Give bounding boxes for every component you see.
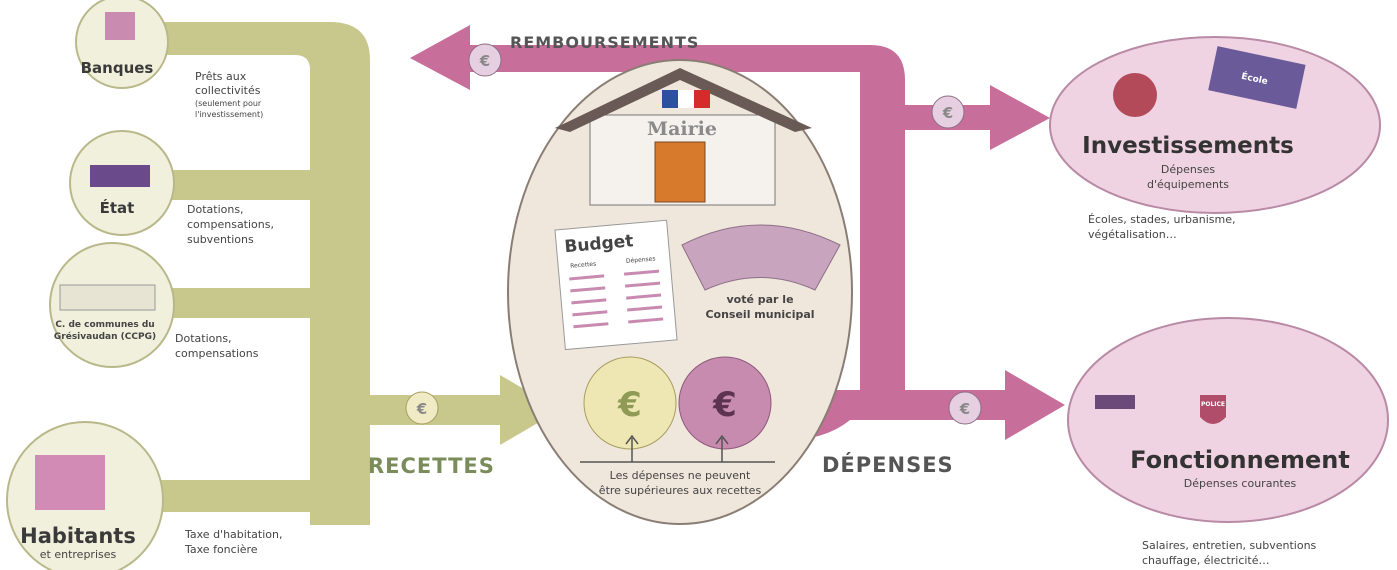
source-description: Prêts aux [195, 70, 247, 83]
flow-label: REMBOURSEMENTS [510, 33, 699, 52]
source-name: État [100, 198, 135, 217]
bank-icon [105, 12, 135, 40]
mairie-label: Mairie [647, 118, 717, 140]
police-badge-text: POLICE [1201, 401, 1225, 408]
stadium-icon [1113, 73, 1157, 117]
state-icon [90, 165, 150, 187]
use-subtitle: d'équipements [1147, 178, 1229, 191]
source-name: Grésivaudan (CCPG) [54, 331, 156, 342]
habitants-icon [35, 455, 105, 510]
source-description: compensations, [187, 218, 274, 231]
use-name: Investissements [1082, 133, 1294, 159]
euro-symbol: € [617, 385, 642, 425]
use-examples: Salaires, entretien, subventions [1142, 539, 1317, 552]
flow-label: DÉPENSES [822, 452, 954, 477]
budget-sheet: Budget Recettes Dépenses [555, 220, 677, 349]
euro-symbol: € [416, 400, 427, 418]
use-name: Fonctionnement [1130, 446, 1350, 474]
euro-symbol: € [712, 385, 737, 425]
use-examples: chauffage, électricité… [1142, 554, 1270, 567]
euro-symbol: € [959, 400, 970, 418]
vote-text: Conseil municipal [705, 308, 814, 321]
source-name: C. de communes du [55, 320, 154, 330]
tool-icon [1095, 395, 1135, 409]
ccpg-icon [60, 285, 155, 310]
flow-label: RECETTES [368, 454, 495, 478]
source-note: (seulement pour [195, 99, 262, 108]
source-description: Taxe foncière [184, 543, 258, 556]
source-description: compensations [175, 347, 259, 360]
rule-text: Les dépenses ne peuvent [610, 469, 751, 482]
police-badge [1200, 395, 1226, 424]
source-description: Dotations, [175, 332, 232, 345]
euro-symbol: € [942, 104, 953, 122]
source-description: subventions [187, 233, 254, 246]
source-name: Habitants [20, 524, 136, 548]
rule-text: être supérieures aux recettes [599, 484, 762, 497]
use-subtitle: Dépenses [1161, 163, 1215, 176]
vote-text: voté par le [726, 293, 793, 306]
source-subname: et entreprises [40, 548, 117, 561]
source-name: Banques [81, 59, 154, 77]
revenue-pipe [155, 22, 560, 525]
euro-symbol: € [479, 52, 490, 70]
use-examples: végétalisation… [1088, 228, 1177, 241]
use-examples: Écoles, stades, urbanisme, [1088, 213, 1236, 226]
source-note: l'investissement) [195, 110, 263, 119]
source-description: collectivités [195, 84, 261, 97]
source-description: Taxe d'habitation, [184, 528, 282, 541]
operation-circle [1068, 318, 1388, 522]
source-description: Dotations, [187, 203, 244, 216]
budget-diagram: Mairie Budget Recettes Dépenses voté par… [0, 0, 1397, 570]
use-subtitle: Dépenses courantes [1184, 477, 1297, 490]
